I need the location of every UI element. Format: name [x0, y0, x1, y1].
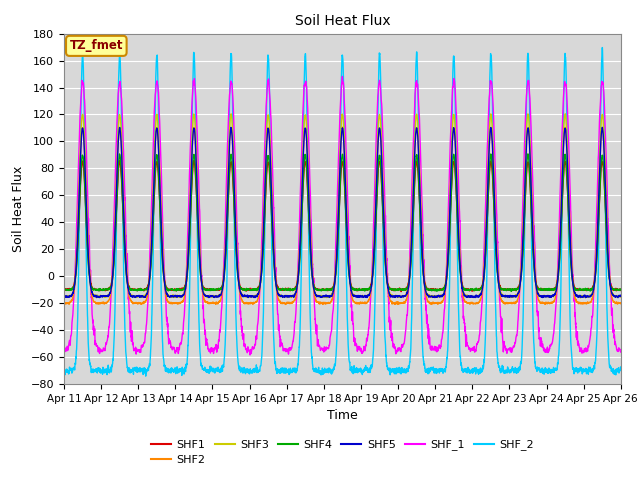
SHF5 — [160, 275, 168, 280]
SHF_1 — [617, 349, 625, 355]
SHF5 — [467, 294, 475, 300]
SHF3 — [322, 293, 330, 299]
SHF4 — [617, 287, 625, 293]
SHF4 — [436, 288, 444, 293]
SHF2 — [322, 301, 330, 307]
SHF3 — [617, 294, 625, 300]
SHF1 — [116, 158, 124, 164]
Line: SHF3: SHF3 — [64, 114, 621, 298]
SHF2 — [339, 124, 346, 130]
SHF1 — [322, 288, 330, 293]
SHF2 — [499, 300, 507, 305]
SHF4 — [524, 151, 532, 157]
SHF_2 — [436, 366, 444, 372]
Line: SHF5: SHF5 — [64, 127, 621, 298]
SHF3 — [467, 293, 475, 299]
SHF_2 — [598, 45, 606, 50]
SHF4 — [467, 286, 475, 292]
SHF_1 — [468, 346, 476, 352]
SHF_2 — [467, 369, 475, 375]
SHF_2 — [60, 366, 68, 372]
SHF5 — [60, 294, 68, 300]
SHF2 — [160, 275, 168, 281]
SHF2 — [282, 301, 289, 307]
Line: SHF_2: SHF_2 — [64, 48, 621, 376]
SHF1 — [616, 286, 624, 292]
SHF3 — [436, 293, 444, 299]
SHF_2 — [142, 373, 150, 379]
Y-axis label: Soil Heat Flux: Soil Heat Flux — [12, 166, 25, 252]
SHF1 — [436, 286, 444, 292]
SHF_2 — [161, 362, 168, 368]
SHF_1 — [436, 344, 444, 349]
Line: SHF_1: SHF_1 — [64, 76, 621, 355]
Legend: SHF1, SHF2, SHF3, SHF4, SHF5, SHF_1, SHF_2: SHF1, SHF2, SHF3, SHF4, SHF5, SHF_1, SHF… — [147, 435, 538, 469]
SHF5 — [499, 293, 506, 299]
SHF_2 — [616, 367, 624, 373]
SHF4 — [60, 286, 68, 292]
Text: TZ_fmet: TZ_fmet — [70, 39, 123, 52]
SHF2 — [617, 301, 625, 307]
SHF_1 — [322, 347, 330, 352]
SHF3 — [577, 295, 584, 301]
SHF_2 — [617, 367, 625, 372]
SHF4 — [160, 276, 168, 282]
SHF5 — [322, 293, 330, 299]
SHF2 — [60, 300, 68, 306]
SHF_1 — [160, 262, 168, 267]
SHF3 — [616, 293, 624, 299]
SHF4 — [499, 287, 506, 292]
SHF2 — [436, 300, 444, 306]
SHF3 — [160, 272, 168, 277]
SHF3 — [499, 293, 506, 299]
SHF1 — [397, 289, 405, 295]
SHF_2 — [322, 367, 330, 373]
SHF4 — [508, 288, 515, 294]
Line: SHF2: SHF2 — [64, 127, 621, 304]
Title: Soil Heat Flux: Soil Heat Flux — [294, 14, 390, 28]
SHF5 — [614, 295, 621, 300]
SHF5 — [598, 124, 606, 130]
SHF1 — [499, 287, 507, 293]
SHF1 — [617, 288, 625, 293]
SHF4 — [322, 286, 330, 292]
SHF4 — [616, 286, 624, 292]
SHF_1 — [499, 340, 507, 346]
Line: SHF4: SHF4 — [64, 154, 621, 291]
Line: SHF1: SHF1 — [64, 161, 621, 292]
SHF_1 — [339, 73, 346, 79]
SHF1 — [60, 287, 68, 293]
SHF_1 — [60, 350, 68, 356]
SHF1 — [468, 288, 476, 294]
SHF5 — [436, 293, 444, 299]
SHF1 — [161, 276, 168, 281]
SHF3 — [60, 293, 68, 299]
SHF2 — [468, 300, 476, 306]
SHF2 — [616, 300, 624, 306]
SHF3 — [561, 111, 569, 117]
SHF5 — [617, 293, 625, 299]
SHF_1 — [616, 348, 624, 354]
SHF_2 — [499, 363, 507, 369]
X-axis label: Time: Time — [327, 409, 358, 422]
SHF5 — [616, 292, 624, 298]
SHF_1 — [246, 352, 254, 358]
